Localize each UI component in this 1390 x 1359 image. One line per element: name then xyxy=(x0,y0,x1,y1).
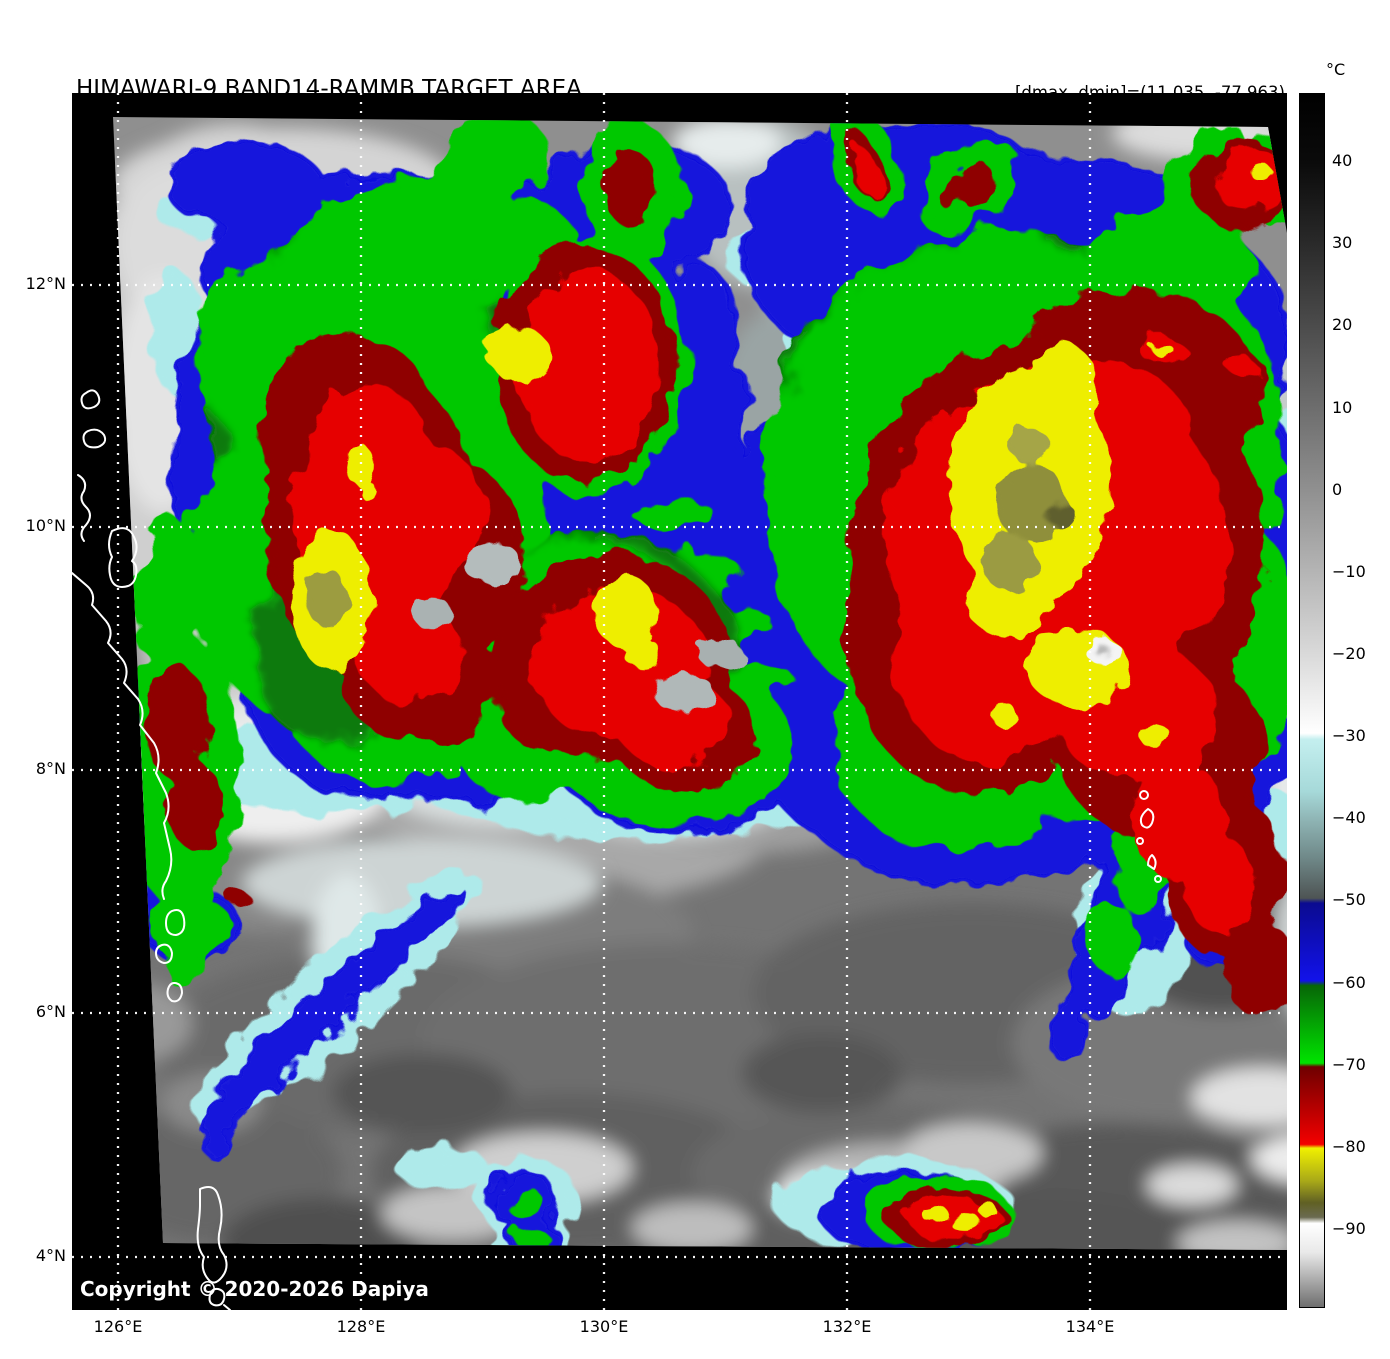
gray-islets xyxy=(412,543,742,711)
lat-tick-label: 10°N xyxy=(25,516,66,535)
colorbar-tick-label: −40 xyxy=(1332,808,1366,827)
colorbar-tick-label: 40 xyxy=(1332,151,1353,170)
colorbar-tick-label: −90 xyxy=(1332,1219,1366,1238)
figure-title: HIMAWARI-9 BAND14-RAMMB TARGET AREA xyxy=(76,75,582,102)
colorbar-tick-label: −80 xyxy=(1332,1137,1366,1156)
colorbar-tick-label: −10 xyxy=(1332,562,1366,581)
copyright-label: Copyright © 2020-2026 Dapiya xyxy=(80,1277,429,1301)
colorbar-tick-label: 0 xyxy=(1332,480,1343,499)
colorbar-tick-label: 10 xyxy=(1332,398,1353,417)
data-swath xyxy=(113,117,1287,1250)
lon-tick-label: 130°E xyxy=(579,1317,629,1336)
colorbar-tick-label: −60 xyxy=(1332,973,1366,992)
satellite-map: Copyright © 2020-2026 Dapiya xyxy=(72,93,1287,1310)
lon-tick-label: 126°E xyxy=(93,1317,143,1336)
colorbar-tick-label: −70 xyxy=(1332,1055,1366,1074)
colorbar-tick-label: 30 xyxy=(1332,233,1353,252)
colorbar xyxy=(1299,93,1325,1308)
colorbar-tick-label: 20 xyxy=(1332,315,1353,334)
olive-and-overshoot-spots xyxy=(307,428,1119,664)
colorbar-tick-label: −20 xyxy=(1332,644,1366,663)
lon-tick-label: 134°E xyxy=(1065,1317,1115,1336)
lat-tick-label: 6°N xyxy=(35,1002,66,1021)
lat-tick-label: 4°N xyxy=(35,1246,66,1265)
lon-tick-label: 132°E xyxy=(822,1317,872,1336)
colorbar-tick-label: −30 xyxy=(1332,726,1366,745)
satellite-image xyxy=(72,93,1287,1310)
colorbar-unit-label: °C xyxy=(1326,60,1346,79)
lon-tick-label: 128°E xyxy=(336,1317,386,1336)
coastlines xyxy=(72,389,1162,1310)
lat-tick-label: 12°N xyxy=(25,274,66,293)
colorbar-tick-label: −50 xyxy=(1332,890,1366,909)
lat-tick-label: 8°N xyxy=(35,759,66,778)
